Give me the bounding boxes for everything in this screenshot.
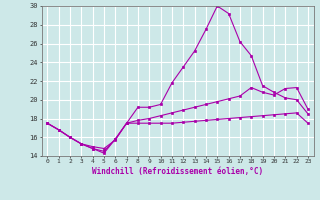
X-axis label: Windchill (Refroidissement éolien,°C): Windchill (Refroidissement éolien,°C) bbox=[92, 167, 263, 176]
